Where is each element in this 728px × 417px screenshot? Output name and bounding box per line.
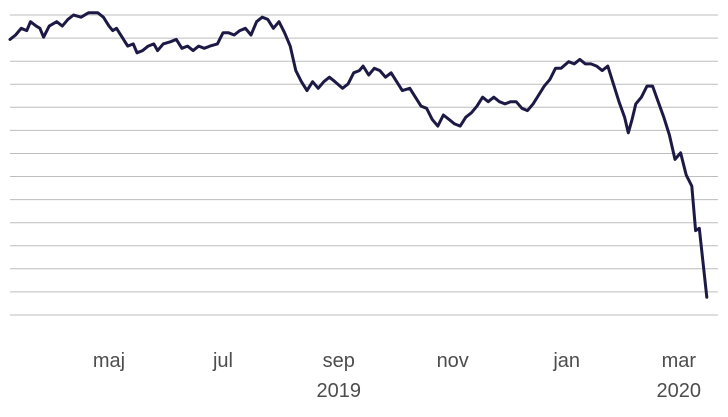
x-year-label: 2020 xyxy=(657,380,702,402)
x-tick-label: jul xyxy=(212,350,233,372)
gridlines xyxy=(10,14,718,316)
x-tick-label: maj xyxy=(93,350,125,372)
x-tick-label: nov xyxy=(437,350,469,372)
x-axis-year-labels: 2019 2020 xyxy=(317,380,702,402)
x-tick-label: mar xyxy=(662,350,697,372)
x-year-label: 2019 xyxy=(317,380,362,402)
x-tick-label: sep xyxy=(323,350,355,372)
series-line xyxy=(8,11,709,299)
x-axis-tick-labels: maj jul sep nov jan mar xyxy=(93,350,696,372)
x-tick-label: jan xyxy=(552,350,580,372)
